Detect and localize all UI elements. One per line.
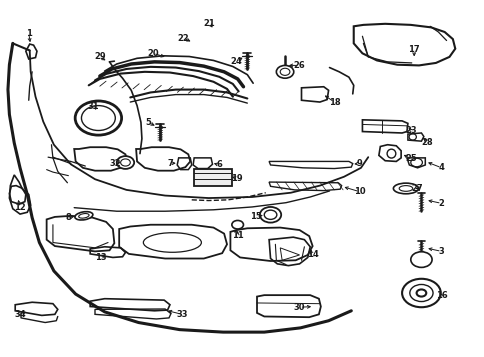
Text: 18: 18 (328, 97, 339, 106)
Circle shape (117, 156, 134, 169)
Text: 17: 17 (408, 45, 419, 54)
Text: 32: 32 (110, 159, 121, 168)
Text: 3: 3 (438, 247, 444, 256)
Ellipse shape (75, 212, 92, 220)
Text: 29: 29 (94, 52, 106, 61)
Circle shape (75, 101, 121, 135)
Text: 1: 1 (26, 29, 31, 38)
Text: 13: 13 (95, 253, 107, 262)
Text: 2: 2 (438, 199, 444, 208)
Text: 26: 26 (293, 61, 305, 70)
Text: 22: 22 (177, 34, 189, 42)
Text: 25: 25 (404, 154, 416, 163)
Circle shape (401, 279, 440, 307)
Text: 12: 12 (14, 203, 26, 212)
Text: 8: 8 (65, 213, 71, 222)
Text: 31: 31 (88, 102, 99, 111)
Circle shape (259, 207, 281, 223)
Circle shape (410, 252, 431, 267)
Text: 28: 28 (421, 138, 432, 147)
Circle shape (231, 221, 243, 229)
Text: 5: 5 (145, 118, 151, 127)
Text: 11: 11 (231, 231, 243, 240)
Text: 21: 21 (203, 19, 215, 28)
Text: 19: 19 (230, 174, 242, 183)
Text: 10: 10 (353, 187, 364, 196)
Circle shape (276, 65, 293, 78)
Text: 14: 14 (306, 250, 318, 259)
Text: 20: 20 (147, 49, 159, 58)
Text: 16: 16 (435, 291, 447, 300)
Polygon shape (194, 169, 231, 186)
Text: 24: 24 (230, 57, 242, 66)
Text: 33: 33 (176, 310, 187, 319)
Text: 27: 27 (411, 184, 423, 193)
Text: 34: 34 (14, 310, 26, 319)
Text: 9: 9 (356, 159, 362, 168)
Text: 30: 30 (293, 303, 305, 312)
Text: 4: 4 (438, 164, 444, 172)
Text: 6: 6 (216, 161, 222, 170)
Text: 7: 7 (167, 159, 172, 168)
Text: 23: 23 (404, 126, 416, 135)
Text: 15: 15 (250, 212, 261, 221)
